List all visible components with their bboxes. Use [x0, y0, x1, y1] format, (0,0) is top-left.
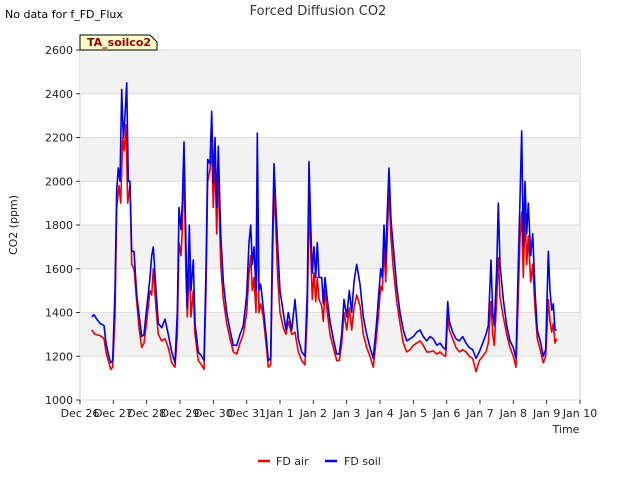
- background-band: [80, 137, 580, 182]
- y-tick-label: 1400: [45, 307, 73, 320]
- y-tick-label: 2400: [45, 88, 73, 101]
- tag-box-shape: [79, 34, 158, 51]
- y-axis-label: CO2 (ppm): [7, 195, 20, 255]
- y-tick-label: 2600: [45, 44, 73, 57]
- y-tick-label: 1000: [45, 394, 73, 407]
- chart-title: Forced Diffusion CO2: [250, 4, 387, 19]
- legend-label-fd-air: FD air: [276, 455, 309, 468]
- series-line-fd-air: [91, 123, 558, 373]
- x-tick-label: Dec 28: [127, 407, 166, 420]
- x-tick-label: Jan 3: [332, 407, 360, 420]
- series-line-fd-soil: [91, 82, 557, 364]
- plot-area: 1000 1200 1400 1600 1800 2000 2200 2400 2600 Dec…: [45, 44, 597, 420]
- x-tick-label: Jan 7: [465, 407, 493, 420]
- x-tick-label: Jan 2: [299, 407, 327, 420]
- legend-label-fd-soil: FD soil: [344, 455, 381, 468]
- series-lines: [91, 82, 558, 373]
- x-tick-label: Jan 1: [265, 407, 293, 420]
- no-data-note: No data for f_FD_Flux: [5, 8, 123, 21]
- x-tick-label: Jan 9: [532, 407, 560, 420]
- y-tick-label: 2000: [45, 175, 73, 188]
- x-tick-label: Jan 4: [365, 407, 393, 420]
- x-tick-label: Jan 10: [562, 407, 597, 420]
- x-tick-label: Dec 29: [161, 407, 200, 420]
- y-axis-ticks: 1000 1200 1400 1600 1800 2000 2200 2400 2600: [45, 44, 80, 407]
- x-tick-label: Dec 30: [194, 407, 233, 420]
- y-tick-label: 1800: [45, 219, 73, 232]
- x-tick-label: Dec 31: [227, 407, 266, 420]
- legend: FD air FD soil: [258, 455, 381, 468]
- x-axis-label: Time: [552, 423, 580, 436]
- tag-box-label: TA_soilco2: [87, 36, 151, 49]
- x-tick-label: Jan 6: [432, 407, 460, 420]
- x-tick-label: Jan 8: [499, 407, 527, 420]
- x-tick-label: Jan 5: [399, 407, 427, 420]
- x-tick-label: Dec 27: [94, 407, 133, 420]
- y-tick-label: 2200: [45, 132, 73, 145]
- tag-box: TA_soilco2: [79, 34, 158, 51]
- y-tick-label: 1200: [45, 350, 73, 363]
- x-tick-label: Dec 26: [61, 407, 100, 420]
- y-tick-label: 1600: [45, 263, 73, 276]
- background-band: [80, 50, 580, 94]
